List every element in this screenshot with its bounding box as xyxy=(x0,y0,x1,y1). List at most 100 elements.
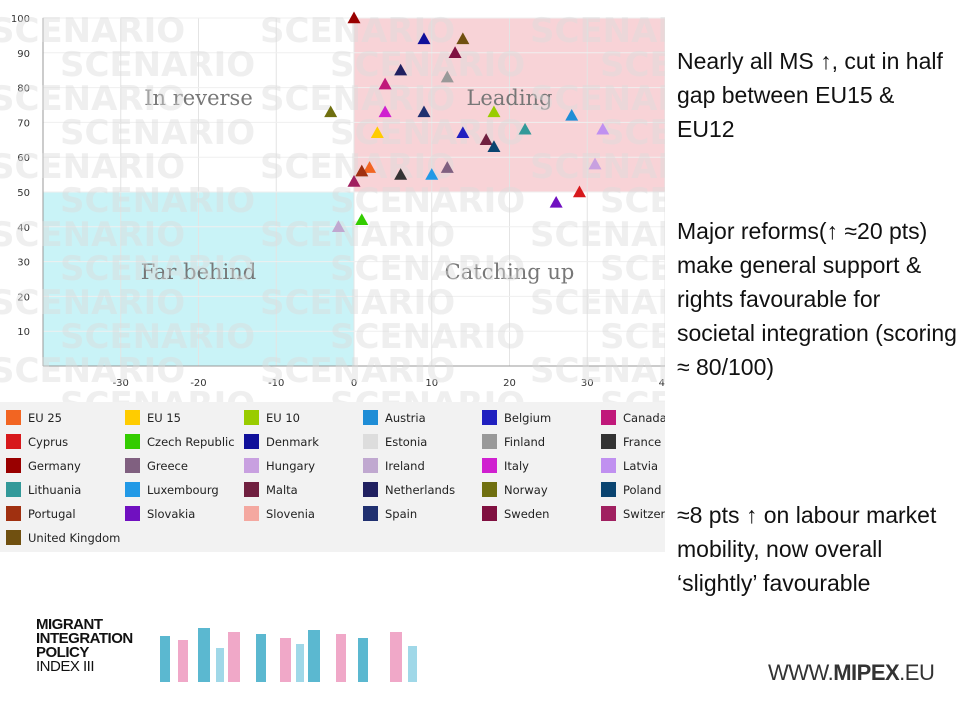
point xyxy=(565,108,579,121)
point xyxy=(378,105,392,118)
quadrant-label: Leading xyxy=(466,86,552,110)
legend-swatch xyxy=(125,506,140,521)
legend-label: Hungary xyxy=(266,459,315,473)
point xyxy=(456,126,470,139)
x-tick-label: -10 xyxy=(268,378,284,389)
legend-swatch xyxy=(244,482,259,497)
watermark: SCENARIO xyxy=(0,215,185,255)
watermark: SCENARIO xyxy=(330,317,525,357)
legend-swatch xyxy=(601,482,616,497)
legend-label: EU 25 xyxy=(28,411,62,425)
legend-label: Switzerland xyxy=(623,507,665,521)
legend-swatch xyxy=(6,458,21,473)
legend-label: France xyxy=(623,435,661,449)
logo-line: INTEGRATION xyxy=(36,630,133,647)
people-illustration xyxy=(160,628,417,682)
y-tick-label: 20 xyxy=(17,292,30,303)
watermark: SCENARIO xyxy=(600,249,665,289)
watermark: SCENARIO xyxy=(600,317,665,357)
legend-swatch xyxy=(244,434,259,449)
y-tick-label: 30 xyxy=(17,258,30,269)
watermark: SCENARIO xyxy=(600,181,665,221)
point xyxy=(456,32,470,45)
legend-label: Portugal xyxy=(28,507,76,521)
legend-swatch xyxy=(363,482,378,497)
legend-swatch xyxy=(482,482,497,497)
y-tick-label: 60 xyxy=(17,153,30,164)
legend-label: United Kingdom xyxy=(28,531,120,545)
point xyxy=(331,220,345,232)
legend-swatch xyxy=(363,410,378,425)
legend-label: Estonia xyxy=(385,435,427,449)
legend-label: Latvia xyxy=(623,459,658,473)
legend-swatch xyxy=(6,530,21,545)
x-tick-label: 30 xyxy=(581,378,594,389)
logo-line: POLICY xyxy=(36,644,89,661)
watermark: SCENARIO xyxy=(60,249,255,289)
note: Major reforms(↑ ≈20 pts) make general su… xyxy=(677,218,957,380)
legend-label: Canada xyxy=(623,411,665,425)
legend-swatch xyxy=(6,506,21,521)
legend-label: Ireland xyxy=(385,459,425,473)
point xyxy=(363,161,377,173)
legend-background xyxy=(0,402,665,552)
legend-swatch xyxy=(482,458,497,473)
point xyxy=(448,46,462,58)
watermark: SCENARIO xyxy=(600,45,665,85)
legend-label: Austria xyxy=(385,411,426,425)
legend-swatch xyxy=(601,434,616,449)
point xyxy=(347,11,361,24)
watermark: SCENARIO xyxy=(530,79,665,119)
legend-swatch xyxy=(601,410,616,425)
legend-label: Norway xyxy=(504,483,548,497)
legend-label: Cyprus xyxy=(28,435,68,449)
quadrant-label: Far behind xyxy=(141,260,256,284)
point xyxy=(487,140,501,152)
watermark: SCENARIO xyxy=(60,181,255,221)
point xyxy=(440,161,454,173)
url: WWW.MIPEX.EU xyxy=(768,660,935,686)
point xyxy=(378,77,392,90)
watermark: SCENARIO xyxy=(260,11,455,51)
watermark: SCENARIO xyxy=(0,147,185,187)
point xyxy=(549,195,563,208)
legend-label: EU 15 xyxy=(147,411,181,425)
y-tick-label: 80 xyxy=(17,84,30,95)
legend-label: Czech Republic xyxy=(147,435,235,449)
watermark: SCENARIO xyxy=(60,45,255,85)
legend-label: Finland xyxy=(504,435,545,449)
point xyxy=(572,185,586,198)
url-part: MIPEX xyxy=(833,660,900,685)
watermark: SCENARIO xyxy=(0,79,185,119)
watermark: SCENARIO xyxy=(0,351,185,391)
note: Nearly all MS ↑, cut in half gap between… xyxy=(677,48,943,142)
legend-swatch xyxy=(125,482,140,497)
legend-swatch xyxy=(6,482,21,497)
legend-label: Luxembourg xyxy=(147,483,219,497)
y-tick-label: 90 xyxy=(17,49,30,60)
legend-swatch xyxy=(125,458,140,473)
legend-swatch xyxy=(6,410,21,425)
y-tick-label: 10 xyxy=(17,327,30,338)
legend-label: Denmark xyxy=(266,435,319,449)
watermark: SCENARIO xyxy=(530,351,665,391)
legend-label: Malta xyxy=(266,483,298,497)
point xyxy=(479,133,493,145)
legend-label: Poland xyxy=(623,483,661,497)
logo: MIGRANT INTEGRATION POLICY INDEX III xyxy=(36,616,133,674)
legend-swatch xyxy=(244,458,259,473)
point xyxy=(425,168,439,180)
watermark: SCENARIO xyxy=(330,45,525,85)
watermark: SCENARIO xyxy=(530,215,665,255)
x-tick-label: 20 xyxy=(503,378,516,389)
legend-label: Germany xyxy=(28,459,81,473)
watermark: SCENARIO xyxy=(260,351,455,391)
point xyxy=(596,122,610,135)
legend-swatch xyxy=(482,506,497,521)
logo-line: MIGRANT xyxy=(36,616,103,633)
note: ≈8 pts ↑ on labour market mobility, now … xyxy=(677,502,937,596)
watermark: SCENARIO xyxy=(530,283,665,323)
legend-label: Spain xyxy=(385,507,417,521)
legend-swatch xyxy=(363,458,378,473)
